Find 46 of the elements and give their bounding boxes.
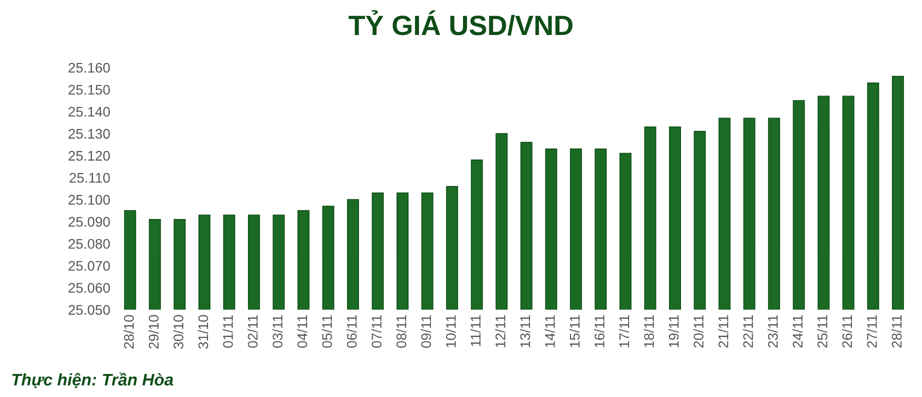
x-tick-label: 16/11 xyxy=(594,315,604,348)
x-tick-label: 11/11 xyxy=(470,315,481,346)
x-tick-label: 28/11 xyxy=(891,315,902,348)
y-tick-label: 25.050 xyxy=(68,304,110,315)
x-tick-label: 20/11 xyxy=(693,315,704,348)
x-tick-label: 17/11 xyxy=(618,315,630,348)
x-tick-label: 29/10 xyxy=(148,315,159,349)
x-tick-label: 12/11 xyxy=(495,315,506,348)
x-tick-label: 13/11 xyxy=(520,315,530,348)
x-tick-label: 28/10 xyxy=(124,315,134,349)
x-tick-label: 26/11 xyxy=(842,315,852,348)
y-tick-label: 25.100 xyxy=(68,194,110,205)
x-tick-label: 22/11 xyxy=(742,315,754,348)
y-tick-label: 25.130 xyxy=(68,128,110,139)
x-tick-label: 27/11 xyxy=(866,315,877,348)
x-tick-label: 15/11 xyxy=(569,315,580,348)
x-tick-label: 21/11 xyxy=(718,315,728,348)
x-tick-label: 30/10 xyxy=(173,315,184,349)
x-tick-label: 08/11 xyxy=(396,315,406,348)
y-tick-label: 25.110 xyxy=(70,172,110,183)
x-tick-label: 03/11 xyxy=(272,315,282,348)
text: Thực hiện: Trần Hòa xyxy=(12,372,174,388)
x-tick-label: 04/11 xyxy=(297,315,308,348)
x-tick-label: 23/11 xyxy=(768,315,778,348)
y-tick-label: 25.120 xyxy=(68,150,110,161)
x-tick-label: 24/11 xyxy=(792,315,803,348)
x-tick-label: 01/11 xyxy=(222,315,233,348)
y-tick-label: 25.150 xyxy=(68,84,110,95)
y-tick-label: 25.070 xyxy=(68,260,110,271)
x-tick-label: 19/11 xyxy=(668,315,679,348)
y-tick-label: 25.160 xyxy=(68,62,110,73)
x-tick-label: 02/11 xyxy=(247,315,258,348)
y-tick-label: 25.060 xyxy=(68,282,110,293)
x-tick-label: 06/11 xyxy=(346,315,357,348)
x-tick-label: 10/11 xyxy=(446,315,456,348)
y-tick-label: 25.080 xyxy=(68,238,110,249)
x-tick-label: 31/10 xyxy=(198,315,208,349)
y-tick-label: 25.140 xyxy=(68,106,110,117)
x-tick-label: 25/11 xyxy=(817,315,828,348)
x-tick-label: 05/11 xyxy=(322,315,332,348)
x-tick-label: 14/11 xyxy=(544,315,555,348)
x-tick-label: 18/11 xyxy=(644,315,654,348)
y-tick-label: 25.090 xyxy=(68,216,110,227)
x-tick-label: 07/11 xyxy=(371,315,382,348)
chart-title: TỶ GIÁ USD/VND xyxy=(348,10,572,36)
x-tick-label: 09/11 xyxy=(420,315,432,348)
